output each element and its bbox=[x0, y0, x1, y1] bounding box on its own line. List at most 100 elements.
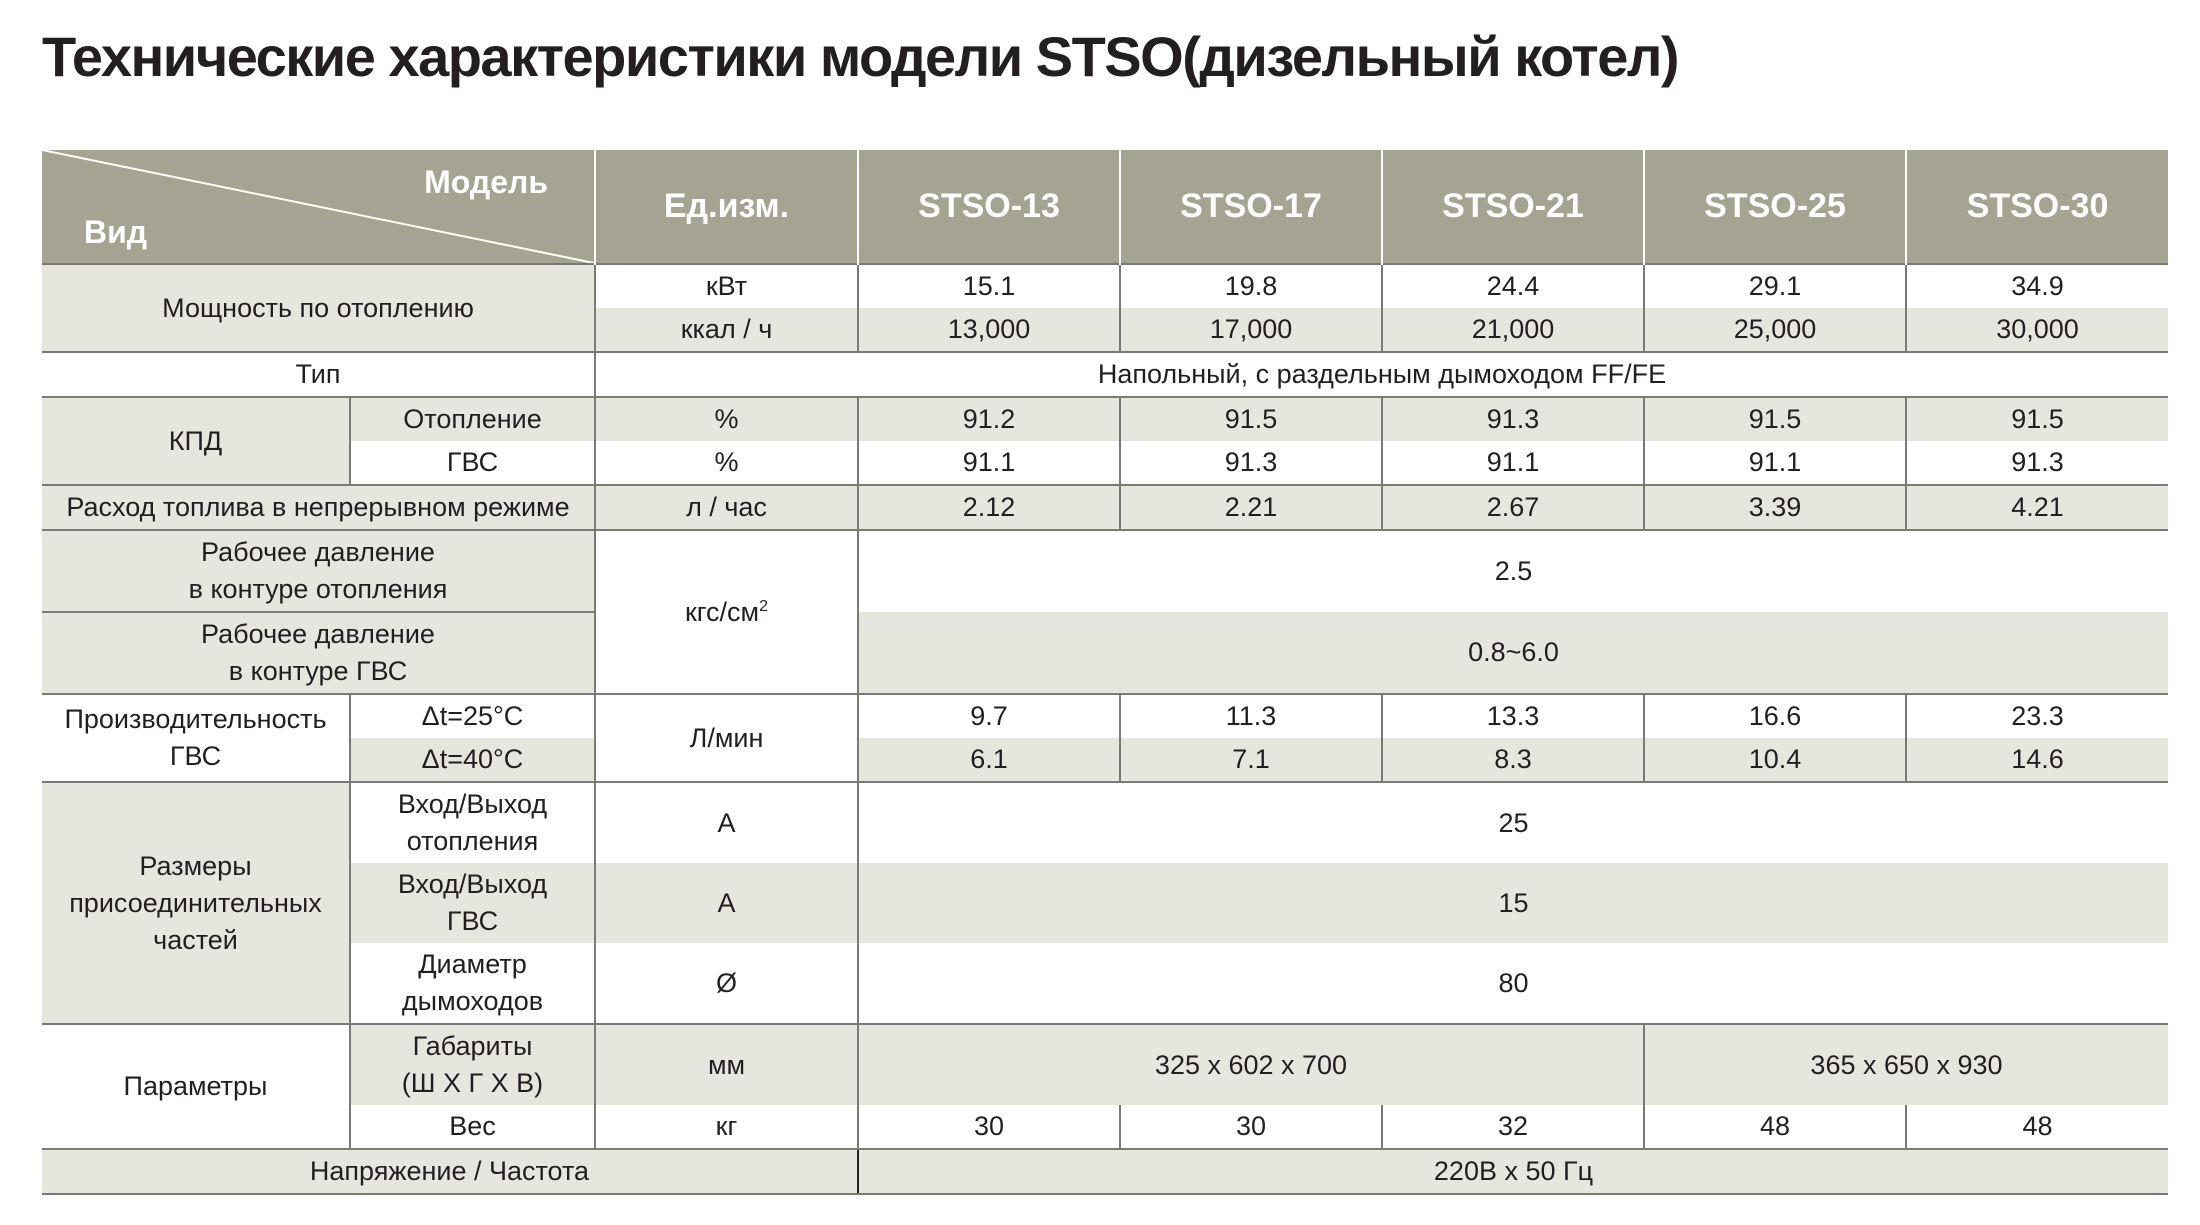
value-cell: 30 bbox=[1119, 1105, 1382, 1149]
efficiency-label: КПД bbox=[42, 396, 350, 485]
table-row: ккал / ч 13,000 17,000 21,000 25,000 30,… bbox=[42, 308, 2168, 352]
spec-table: Модель Вид Ед.изм. STSO-13 STSO-17 STSO-… bbox=[42, 150, 2168, 1195]
value-cell: 9.7 bbox=[857, 693, 1120, 738]
table-row: Параметры Габариты (Ш X Г X В) мм 325 x … bbox=[42, 1023, 2168, 1149]
value-cell: 19.8 bbox=[1119, 263, 1382, 308]
value-cell: 4.21 bbox=[1905, 484, 2168, 530]
table-row: Напряжение / Частота 220В x 50 Гц bbox=[42, 1148, 2168, 1195]
corner-cell: Модель Вид bbox=[42, 150, 595, 264]
label-line: частей bbox=[153, 924, 238, 955]
table-row: Размеры присоединительных частей Вход/Вы… bbox=[42, 781, 2168, 1024]
unit-text: кгс/см bbox=[684, 596, 760, 627]
label-line: Габариты bbox=[412, 1031, 533, 1061]
label-line: Вход/Выход bbox=[397, 789, 548, 819]
value-cell: 91.1 bbox=[1643, 441, 1906, 485]
connection-dhw-label: Вход/Выход ГВС bbox=[349, 863, 595, 943]
value-cell: 29.1 bbox=[1643, 263, 1906, 308]
label-line: Размеры bbox=[139, 850, 252, 881]
table-row: Расход топлива в непрерывном режиме л / … bbox=[42, 484, 2168, 530]
value-cell: 16.6 bbox=[1643, 693, 1906, 738]
corner-model-label: Модель bbox=[424, 164, 548, 200]
value-cell: 91.5 bbox=[1119, 396, 1382, 441]
unit-header: Ед.изм. bbox=[594, 150, 858, 264]
value-cell: 91.2 bbox=[857, 396, 1120, 441]
value-cell: 30,000 bbox=[1905, 308, 2168, 352]
value-cell: 15.1 bbox=[857, 263, 1120, 308]
label-line: ГВС bbox=[446, 906, 499, 936]
value-cell: 21,000 bbox=[1381, 308, 1644, 352]
type-value: Напольный, с раздельным дымоходом FF/FE bbox=[594, 351, 2168, 397]
power-supply-label: Напряжение / Частота bbox=[42, 1148, 858, 1195]
table-row: Рабочее давление в контуре ГВС 0.8~6.0 bbox=[42, 611, 2168, 694]
value-cell: 13.3 bbox=[1381, 693, 1644, 738]
value-cell: 325 x 602 x 700 bbox=[857, 1023, 1644, 1105]
value-cell: 24.4 bbox=[1381, 263, 1644, 308]
fuel-label: Расход топлива в непрерывном режиме bbox=[42, 484, 595, 530]
label-line: в контуре ГВС bbox=[228, 656, 408, 686]
value-cell: 6.1 bbox=[857, 738, 1120, 782]
corner-diagonal bbox=[42, 150, 594, 263]
value-cell: 48 bbox=[1643, 1105, 1906, 1149]
unit-cell: % bbox=[594, 441, 858, 485]
value-cell: 2.67 bbox=[1381, 484, 1644, 530]
unit-cell: % bbox=[594, 396, 858, 441]
pressure-dhw-value: 0.8~6.0 bbox=[857, 612, 2168, 694]
unit-cell: кВт bbox=[594, 263, 858, 308]
pressure-heating-label: Рабочее давление в контуре отопления bbox=[42, 529, 595, 612]
value-cell: 8.3 bbox=[1381, 738, 1644, 782]
dt25-label: Δt=25°C bbox=[349, 693, 595, 738]
value-cell: 23.3 bbox=[1905, 693, 2168, 738]
table-row: Рабочее давление в контуре отопления кгс… bbox=[42, 529, 2168, 694]
model-header: STSO-25 bbox=[1643, 150, 1906, 264]
table-row: Тип Напольный, с раздельным дымоходом FF… bbox=[42, 351, 2168, 397]
unit-cell: Ø bbox=[594, 943, 858, 1024]
unit-cell: A bbox=[594, 863, 858, 943]
value-cell: 14.6 bbox=[1905, 738, 2168, 782]
value-cell: 91.3 bbox=[1119, 441, 1382, 485]
value-cell: 25 bbox=[857, 781, 2168, 863]
dimensions-label: Габариты (Ш X Г X В) bbox=[349, 1023, 595, 1105]
table-row: Диаметр дымоходов Ø 80 bbox=[42, 943, 2168, 1024]
value-cell: 10.4 bbox=[1643, 738, 1906, 782]
label-line: (Ш X Г X В) bbox=[401, 1068, 544, 1098]
parameters-label: Параметры bbox=[42, 1023, 350, 1149]
pressure-dhw-label: Рабочее давление в контуре ГВС bbox=[42, 611, 595, 694]
value-cell: 30 bbox=[857, 1105, 1120, 1149]
unit-cell: мм bbox=[594, 1023, 858, 1105]
value-cell: 91.5 bbox=[1905, 396, 2168, 441]
unit-cell: A bbox=[594, 781, 858, 863]
efficiency-heating-label: Отопление bbox=[349, 396, 595, 441]
model-header: STSO-21 bbox=[1381, 150, 1644, 264]
label-line: Вход/Выход bbox=[397, 869, 548, 899]
dhw-output-label: Производительность ГВС bbox=[42, 693, 350, 782]
unit-cell: л / час bbox=[594, 484, 858, 530]
table-row: Производительность ГВС Δt=25°C Л/мин 9.7… bbox=[42, 693, 2168, 782]
label-line: Рабочее давление bbox=[201, 537, 435, 567]
weight-label: Вес bbox=[349, 1105, 595, 1149]
type-label: Тип bbox=[42, 351, 595, 397]
model-header: STSO-30 bbox=[1905, 150, 2168, 264]
label-line: присоединительных bbox=[69, 887, 322, 918]
unit-cell: Л/мин bbox=[594, 693, 858, 782]
table-row: КПД Отопление % 91.2 91.5 91.3 91.5 91.5 bbox=[42, 396, 2168, 485]
value-cell: 91.3 bbox=[1381, 396, 1644, 441]
value-cell: 3.39 bbox=[1643, 484, 1906, 530]
pressure-unit: кгс/см2 bbox=[594, 529, 858, 694]
connections-label: Размеры присоединительных частей bbox=[42, 781, 350, 1024]
connection-flue-label: Диаметр дымоходов bbox=[349, 943, 595, 1024]
table-row: Δt=40°C 6.1 7.1 8.3 10.4 14.6 bbox=[42, 738, 2168, 782]
value-cell: 11.3 bbox=[1119, 693, 1382, 738]
value-cell: 17,000 bbox=[1119, 308, 1382, 352]
label-line: Рабочее давление bbox=[201, 619, 435, 649]
heating-power-label: Мощность по отоплению bbox=[42, 263, 595, 352]
table-row: Вес кг 30 30 32 48 48 bbox=[42, 1105, 2168, 1149]
value-cell: 91.1 bbox=[1381, 441, 1644, 485]
label-line: Производительность bbox=[64, 704, 327, 734]
value-cell: 91.1 bbox=[857, 441, 1120, 485]
model-header: STSO-17 bbox=[1119, 150, 1382, 264]
value-cell: 365 x 650 x 930 bbox=[1643, 1023, 2168, 1105]
value-cell: 13,000 bbox=[857, 308, 1120, 352]
table-row: ГВС % 91.1 91.3 91.1 91.1 91.3 bbox=[42, 441, 2168, 485]
efficiency-dhw-label: ГВС bbox=[349, 441, 595, 485]
dt40-label: Δt=40°C bbox=[349, 738, 595, 782]
